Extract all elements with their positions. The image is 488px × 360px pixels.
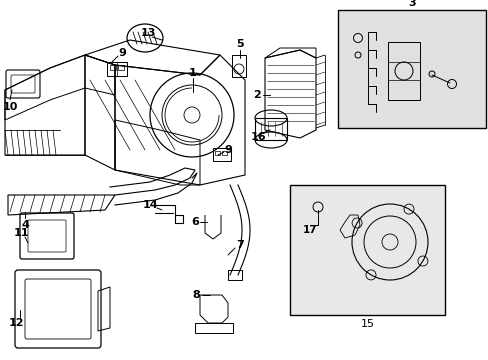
Bar xyxy=(289,185,444,315)
Text: 3: 3 xyxy=(407,0,415,8)
Text: 9: 9 xyxy=(224,145,231,155)
Text: 2: 2 xyxy=(253,90,260,100)
Text: 14: 14 xyxy=(143,200,159,210)
Text: 4: 4 xyxy=(21,220,29,230)
Bar xyxy=(387,42,419,100)
Text: 1: 1 xyxy=(189,68,197,78)
Text: 17: 17 xyxy=(302,225,317,235)
Text: 13: 13 xyxy=(140,28,155,38)
Bar xyxy=(195,323,232,333)
Text: 8: 8 xyxy=(192,290,200,300)
Text: 10: 10 xyxy=(2,102,18,112)
Text: 12: 12 xyxy=(8,318,24,328)
Bar xyxy=(107,62,127,76)
Text: 15: 15 xyxy=(360,319,374,329)
Text: 11: 11 xyxy=(13,228,29,238)
Text: 16: 16 xyxy=(250,132,265,142)
Bar xyxy=(213,148,230,161)
Bar xyxy=(231,55,245,77)
Bar xyxy=(337,10,485,128)
Text: 5: 5 xyxy=(236,39,244,49)
Bar xyxy=(215,151,220,155)
Text: 6: 6 xyxy=(191,217,199,227)
Bar xyxy=(118,65,124,70)
Bar xyxy=(254,118,286,140)
Bar xyxy=(222,151,226,155)
Bar xyxy=(227,270,242,280)
Text: 7: 7 xyxy=(236,240,244,250)
Bar xyxy=(110,65,116,70)
Text: 9: 9 xyxy=(118,48,126,58)
